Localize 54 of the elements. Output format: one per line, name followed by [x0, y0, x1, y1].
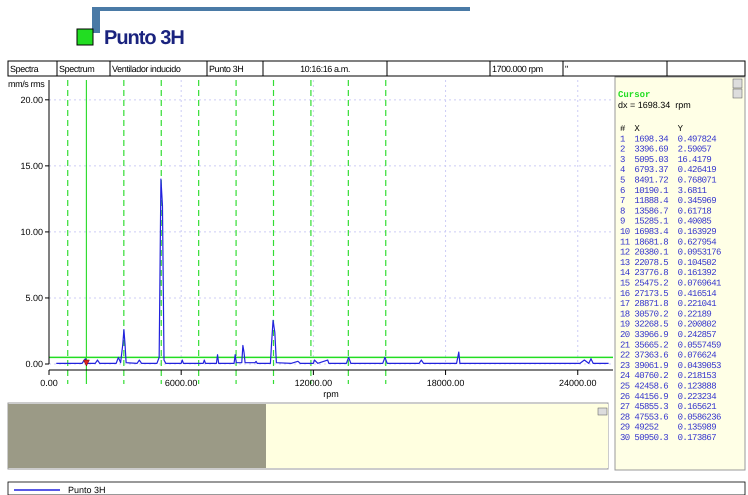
text: 7 11888.4 0.345969: [620, 196, 716, 206]
y-tick-label: 0.00: [25, 359, 43, 369]
text: 27 45855.3 0.165621: [620, 402, 716, 412]
text: ": [565, 64, 568, 74]
text: 19 32268.5 0.200802: [620, 320, 716, 330]
text: 1700.000 rpm: [492, 64, 543, 74]
text: 11 18681.8 0.627954: [620, 237, 716, 248]
text: 13 22078.5 0.104502: [620, 258, 716, 268]
text: 4 6793.37 0.426419: [620, 165, 716, 176]
text: Spectrum: [59, 64, 94, 74]
text: 15 25475.2 0.0769641: [620, 278, 722, 288]
text: 20 33966.9 0.242857: [620, 330, 716, 340]
text: 12 20380.1 0.0953176: [620, 248, 722, 258]
text: 22 37363.6 0.076624: [620, 350, 716, 361]
y-tick-label: 15.00: [20, 160, 43, 171]
text: 26 44156.9 0.223234: [620, 392, 716, 402]
text: Punto 3H: [68, 485, 106, 495]
text: 16 27173.5 0.416514: [620, 288, 716, 299]
text: 30 50950.3 0.173867: [620, 433, 716, 443]
text: 5 8491.72 0.768071: [620, 176, 716, 186]
x-tick-label: 24000.00: [558, 378, 597, 388]
text: 17 28871.8 0.221041: [620, 299, 716, 310]
text: Ventilador inducido: [112, 64, 181, 74]
y-tick-label: 20.00: [20, 94, 43, 105]
text: 18 30570.2 0.22189: [620, 309, 712, 320]
text: Punto 3H: [209, 64, 244, 74]
x-axis-title: rpm: [323, 389, 339, 399]
y-tick-label: 5.00: [25, 292, 43, 303]
text: 2 3396.69 2.59057: [620, 144, 712, 155]
text: 24 40760.2 0.218153: [620, 371, 716, 382]
text: 10 16983.4 0.163929: [620, 227, 716, 237]
text: 10:16:16 a.m.: [300, 64, 350, 74]
text: Cursor: [618, 90, 650, 100]
text: # X Y: [620, 124, 684, 134]
text: 28 47553.6 0.0586236: [620, 412, 722, 422]
text: Spectra: [10, 64, 39, 74]
text: 21 35665.2 0.0557459: [620, 340, 722, 350]
text: 25 42458.6 0.123888: [620, 382, 716, 392]
text: 1 1698.34 0.497824: [620, 134, 716, 144]
x-tick-label: 18000.00: [426, 378, 464, 388]
text: 14 23776.8 0.161392: [620, 268, 716, 278]
text: dx = 1698.34 rpm: [618, 100, 691, 110]
text: 6 10190.1 3.6811: [620, 186, 707, 196]
text: 29 49252 0.135989: [620, 422, 716, 433]
text: 3 5095.03 16.4179: [620, 154, 712, 165]
x-tick-label: 6000.00: [164, 378, 198, 388]
text: 23 39061.9 0.0439053: [620, 360, 722, 371]
y-tick-label: 10.00: [20, 226, 43, 237]
text: 9 15285.1 0.40085: [620, 216, 712, 227]
text: 8 13586.7 0.61718: [620, 206, 712, 216]
x-tick-label: 12000.00: [294, 378, 332, 388]
y-axis-title: mm/s rms: [8, 79, 46, 89]
x-tick-label: 0.00: [40, 378, 58, 388]
chart-title: Punto 3H: [104, 27, 184, 49]
